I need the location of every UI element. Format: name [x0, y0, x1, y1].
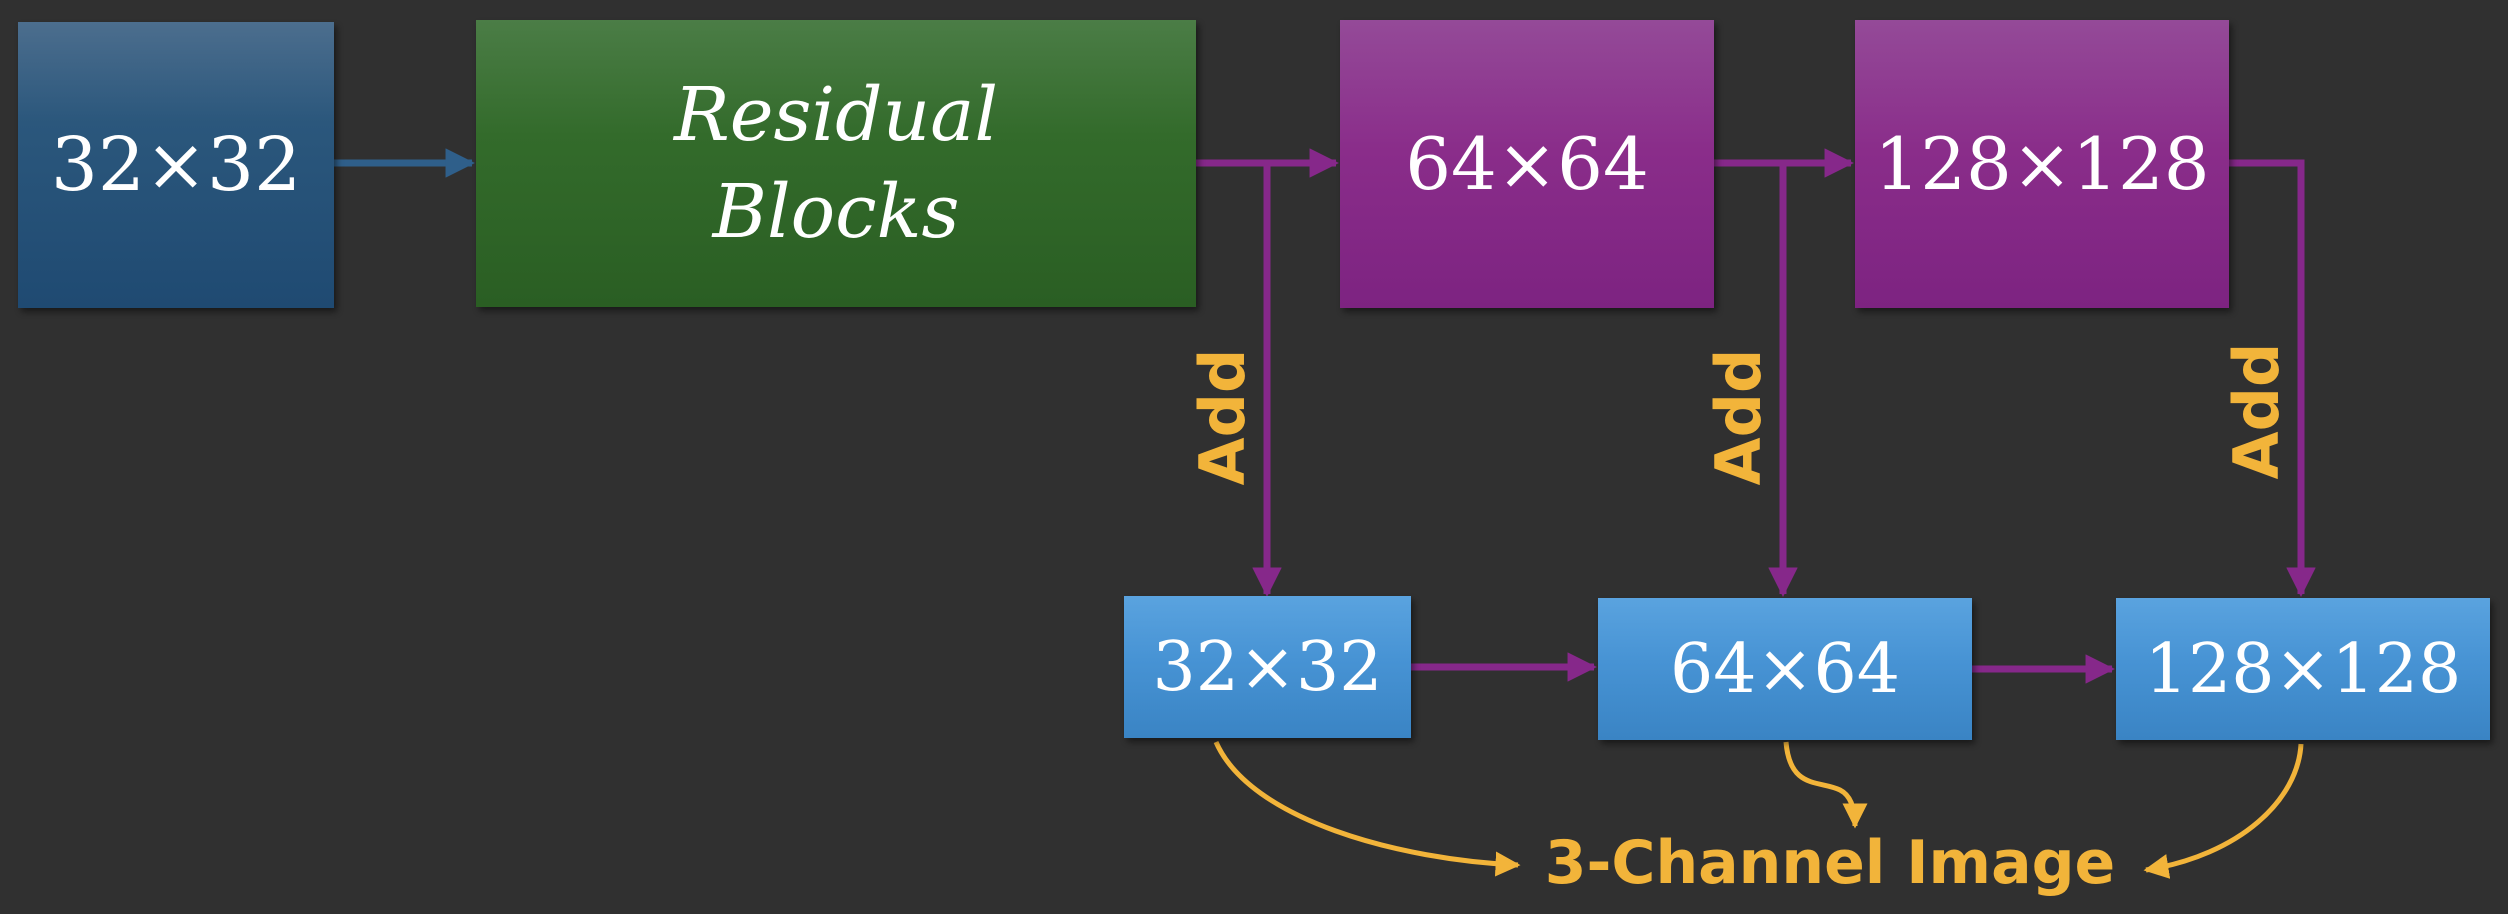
curve-out64-to-image	[1783, 741, 1868, 829]
upsample-64-label: 64×64	[1405, 122, 1649, 206]
output-64-box: 64×64	[1598, 598, 1972, 740]
residual-blocks-box: Residual Blocks	[476, 20, 1196, 307]
curve-out128-to-image	[2143, 743, 2304, 879]
input-feature-label: 32×32	[50, 122, 302, 208]
add-label-2: Add	[1701, 348, 1775, 486]
upsample-64-box: 64×64	[1340, 20, 1714, 308]
output-128-box: 128×128	[2116, 598, 2490, 740]
residual-blocks-line2: Blocks	[712, 168, 960, 255]
add-label-1: Add	[1185, 348, 1259, 486]
curve-out32-to-image	[1213, 740, 1521, 877]
output-128-label: 128×128	[2144, 629, 2462, 709]
residual-blocks-line1: Residual	[674, 72, 998, 159]
output-32-label: 32×32	[1152, 627, 1383, 707]
input-feature-box: 32×32	[18, 22, 334, 308]
three-channel-image-label: 3-Channel Image	[1544, 828, 2116, 898]
upsample-128-label: 128×128	[1874, 122, 2210, 206]
add-label-3: Add	[2219, 342, 2293, 480]
add-arrow-3	[2229, 159, 2316, 597]
output-64-label: 64×64	[1669, 629, 1901, 709]
upsample-128-box: 128×128	[1855, 20, 2229, 308]
output-32-box: 32×32	[1124, 596, 1411, 738]
